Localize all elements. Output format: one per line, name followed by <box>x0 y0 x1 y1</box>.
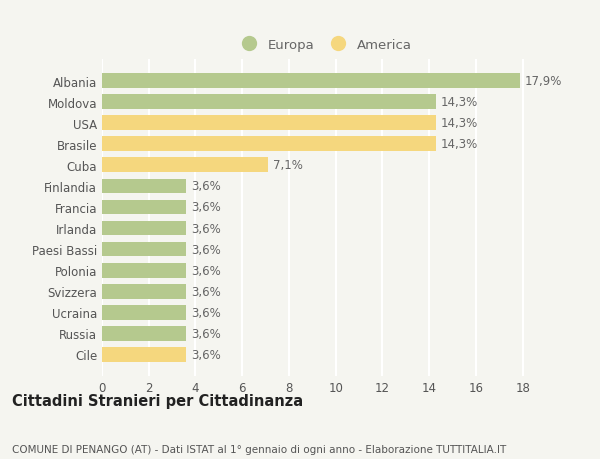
Text: 3,6%: 3,6% <box>191 264 221 277</box>
Bar <box>102 284 186 299</box>
Bar <box>102 347 186 362</box>
Legend: Europa, America: Europa, America <box>232 34 416 56</box>
Text: Cittadini Stranieri per Cittadinanza: Cittadini Stranieri per Cittadinanza <box>12 393 303 409</box>
Text: COMUNE DI PENANGO (AT) - Dati ISTAT al 1° gennaio di ogni anno - Elaborazione TU: COMUNE DI PENANGO (AT) - Dati ISTAT al 1… <box>12 444 506 454</box>
Bar <box>102 242 186 257</box>
Text: 7,1%: 7,1% <box>272 159 302 172</box>
Bar <box>102 95 436 110</box>
Text: 3,6%: 3,6% <box>191 222 221 235</box>
Bar <box>102 326 186 341</box>
Text: 3,6%: 3,6% <box>191 201 221 214</box>
Text: 14,3%: 14,3% <box>441 138 478 151</box>
Bar <box>102 305 186 320</box>
Text: 17,9%: 17,9% <box>525 75 562 88</box>
Bar <box>102 179 186 194</box>
Bar <box>102 74 520 89</box>
Bar <box>102 200 186 215</box>
Bar <box>102 137 436 152</box>
Text: 3,6%: 3,6% <box>191 306 221 319</box>
Text: 3,6%: 3,6% <box>191 327 221 340</box>
Text: 3,6%: 3,6% <box>191 348 221 361</box>
Text: 14,3%: 14,3% <box>441 96 478 109</box>
Text: 3,6%: 3,6% <box>191 243 221 256</box>
Bar <box>102 158 268 173</box>
Text: 14,3%: 14,3% <box>441 117 478 130</box>
Text: 3,6%: 3,6% <box>191 180 221 193</box>
Bar <box>102 263 186 278</box>
Text: 3,6%: 3,6% <box>191 285 221 298</box>
Bar <box>102 221 186 236</box>
Bar <box>102 116 436 131</box>
